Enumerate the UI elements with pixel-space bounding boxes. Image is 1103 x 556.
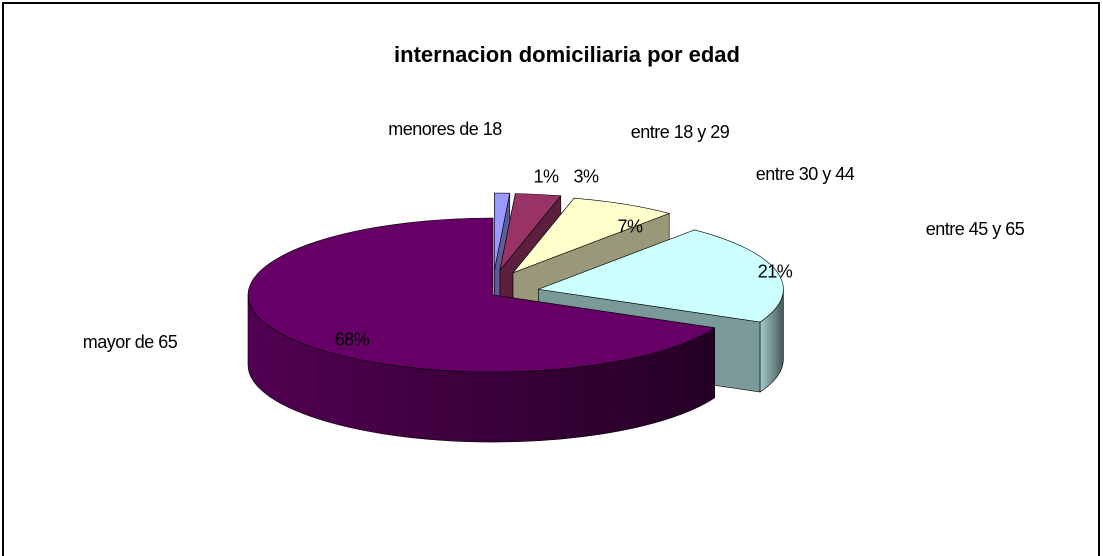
category-label: entre 30 y 44	[755, 164, 855, 184]
slice	[537, 229, 784, 323]
slice	[247, 217, 716, 373]
slice	[512, 197, 671, 274]
slice	[494, 192, 511, 271]
value-label: 68%	[334, 329, 370, 350]
value-label: 7%	[617, 216, 643, 237]
value-label: 1%	[533, 166, 559, 187]
category-label: mayor de 65	[82, 332, 178, 352]
value-label: 21%	[757, 261, 793, 282]
slice	[499, 193, 562, 271]
category-label: entre 45 y 65	[925, 219, 1025, 239]
category-label: menores de 18	[388, 119, 502, 139]
category-label: entre 18 y 29	[630, 122, 730, 142]
chart-title: internacion domiciliaria por edad	[394, 42, 740, 67]
value-label: 3%	[573, 166, 599, 187]
